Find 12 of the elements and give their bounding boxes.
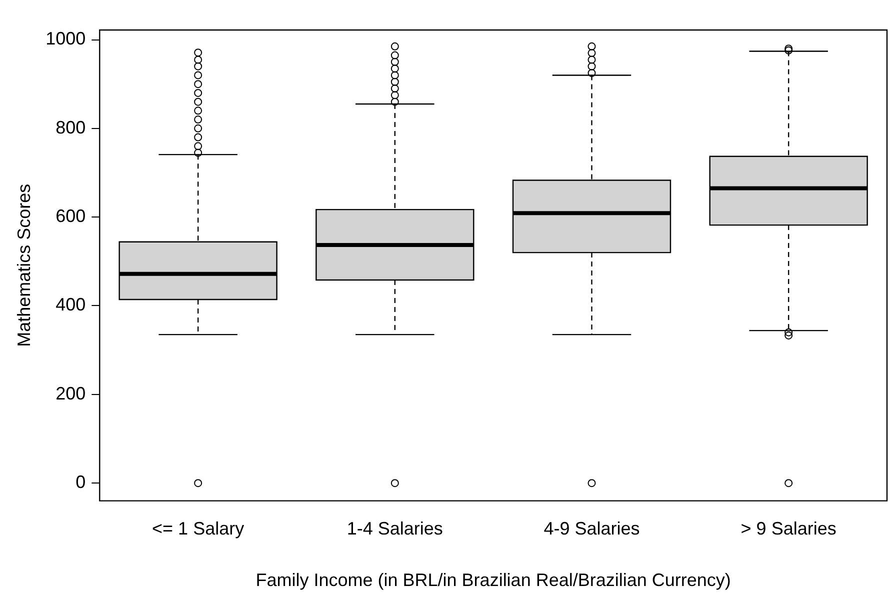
y-tick-label: 1000 [46, 28, 86, 49]
x-axis-title: Family Income (in BRL/in Brazilian Real/Brazilian Currency) [256, 570, 731, 590]
y-axis-title: Mathematics Scores [14, 184, 34, 347]
x-tick-label: <= 1 Salary [152, 518, 244, 539]
y-tick-label: 800 [56, 117, 86, 138]
y-tick-label: 400 [56, 294, 86, 315]
x-tick-label: > 9 Salaries [740, 518, 836, 539]
y-tick-label: 0 [76, 472, 86, 492]
x-tick-label: 4-9 Salaries [544, 518, 640, 539]
x-tick-label: 1-4 Salaries [346, 518, 443, 539]
y-tick-label: 600 [56, 206, 86, 226]
y-tick-label: 200 [56, 383, 86, 404]
